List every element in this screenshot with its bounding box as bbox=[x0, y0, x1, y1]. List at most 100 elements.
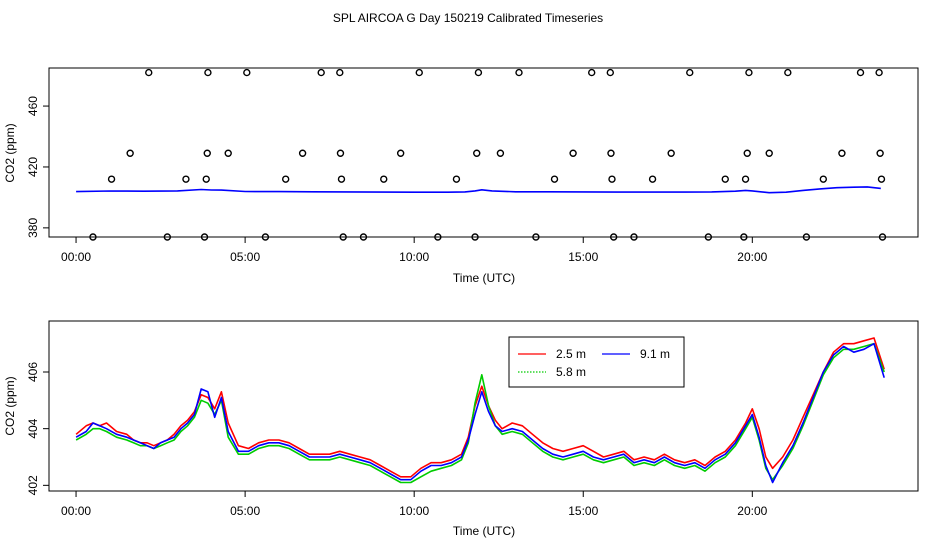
data-marker bbox=[740, 233, 748, 241]
top-xtick-label: 20:00 bbox=[737, 250, 767, 264]
data-marker bbox=[336, 149, 345, 157]
series-line-5-8-m bbox=[75, 342, 885, 484]
bottom-plot-frame bbox=[48, 320, 919, 492]
top-xtick-label: 00:00 bbox=[61, 250, 91, 264]
data-marker bbox=[876, 149, 884, 157]
data-marker bbox=[126, 149, 134, 157]
chart-title: SPL AIRCOA G Day 150219 Calibrated Times… bbox=[333, 11, 603, 25]
bottom-y-label: CO2 (ppm) bbox=[3, 376, 17, 435]
top-plot-frame bbox=[48, 67, 919, 238]
data-marker bbox=[607, 149, 615, 157]
data-marker bbox=[434, 233, 442, 241]
data-marker bbox=[648, 175, 657, 183]
data-marker bbox=[532, 233, 540, 241]
data-marker bbox=[471, 233, 479, 241]
top-series-layer bbox=[76, 186, 881, 194]
data-marker bbox=[200, 233, 209, 241]
data-marker bbox=[452, 175, 461, 183]
data-marker bbox=[474, 68, 483, 77]
data-marker bbox=[630, 233, 638, 241]
data-marker bbox=[202, 175, 210, 183]
data-marker bbox=[182, 175, 190, 183]
top-xtick-label: 05:00 bbox=[230, 250, 260, 264]
bottom-xtick-label: 10:00 bbox=[399, 504, 429, 518]
data-marker bbox=[667, 149, 675, 157]
data-marker bbox=[380, 175, 388, 183]
bottom-ytick-label: 404 bbox=[26, 418, 40, 438]
bottom-x-axis: 00:00 05:00 10:00 15:00 20:00 bbox=[61, 491, 768, 518]
legend: 2.5 m 9.1 m 5.8 m bbox=[508, 336, 685, 388]
data-marker bbox=[588, 68, 596, 77]
data-marker bbox=[608, 175, 616, 183]
top-y-axis: 380 420 460 bbox=[26, 96, 49, 238]
data-marker bbox=[204, 68, 212, 77]
legend-box bbox=[508, 336, 685, 388]
series-line-2-5-m bbox=[75, 337, 885, 478]
top-x-label: Time (UTC) bbox=[453, 271, 515, 285]
data-marker bbox=[721, 175, 729, 183]
top-xtick-label: 15:00 bbox=[568, 250, 598, 264]
series-line-9-1-m bbox=[75, 342, 885, 484]
bottom-x-label: Time (UTC) bbox=[453, 524, 515, 538]
data-marker bbox=[339, 233, 347, 241]
bottom-y-axis: 402 404 406 bbox=[26, 362, 49, 495]
data-marker bbox=[337, 175, 346, 183]
data-marker bbox=[878, 233, 887, 241]
data-marker bbox=[261, 233, 270, 241]
data-marker bbox=[473, 149, 481, 157]
legend-label-5-8m: 5.8 m bbox=[556, 365, 586, 379]
data-marker bbox=[741, 175, 750, 183]
data-marker bbox=[415, 68, 423, 77]
data-marker bbox=[838, 149, 846, 157]
bottom-series-layer bbox=[75, 337, 885, 484]
bottom-xtick-label: 00:00 bbox=[61, 504, 91, 518]
data-marker bbox=[550, 175, 559, 183]
data-marker bbox=[743, 149, 751, 157]
bottom-panel: 402 404 406 00:00 05:00 10:00 15:00 20:00 Time… bbox=[3, 320, 919, 538]
data-marker bbox=[317, 68, 325, 77]
data-marker bbox=[745, 68, 753, 77]
data-marker bbox=[609, 233, 618, 241]
bottom-xtick-label: 05:00 bbox=[230, 504, 260, 518]
data-marker bbox=[359, 233, 368, 241]
bottom-xtick-label: 20:00 bbox=[737, 504, 767, 518]
data-marker bbox=[243, 68, 251, 77]
data-marker bbox=[802, 233, 811, 241]
top-x-axis: 00:00 05:00 10:00 15:00 20:00 bbox=[61, 237, 768, 264]
bottom-ytick-label: 406 bbox=[26, 362, 40, 382]
series-line-mean bbox=[76, 186, 881, 194]
legend-label-9-1m: 9.1 m bbox=[640, 347, 670, 361]
top-markers-layer bbox=[89, 68, 887, 241]
top-ytick-label: 420 bbox=[26, 157, 40, 177]
data-marker bbox=[298, 149, 307, 157]
top-ytick-label: 380 bbox=[26, 218, 40, 238]
data-marker bbox=[396, 149, 405, 157]
data-marker bbox=[203, 149, 211, 157]
data-marker bbox=[515, 68, 523, 77]
top-ytick-label: 460 bbox=[26, 96, 40, 116]
data-marker bbox=[107, 175, 116, 183]
data-marker bbox=[336, 68, 344, 77]
data-marker bbox=[875, 68, 883, 77]
data-marker bbox=[569, 149, 577, 157]
legend-label-2-5m: 2.5 m bbox=[556, 347, 586, 361]
data-marker bbox=[686, 68, 694, 77]
data-marker bbox=[765, 149, 773, 157]
data-marker bbox=[606, 68, 614, 77]
data-marker bbox=[819, 175, 828, 183]
data-marker bbox=[163, 233, 172, 241]
data-marker bbox=[89, 233, 97, 241]
data-marker bbox=[704, 233, 713, 241]
top-y-label: CO2 (ppm) bbox=[3, 123, 17, 182]
data-marker bbox=[856, 68, 865, 77]
top-xtick-label: 10:00 bbox=[399, 250, 429, 264]
top-panel: 380 420 460 00:00 05:00 10:00 15:00 20:00 Time… bbox=[3, 67, 919, 285]
bottom-ytick-label: 402 bbox=[26, 475, 40, 495]
data-marker bbox=[145, 68, 153, 77]
data-marker bbox=[281, 175, 290, 183]
data-marker bbox=[496, 149, 505, 157]
data-marker bbox=[877, 175, 886, 183]
data-marker bbox=[784, 68, 792, 77]
bottom-xtick-label: 15:00 bbox=[568, 504, 598, 518]
